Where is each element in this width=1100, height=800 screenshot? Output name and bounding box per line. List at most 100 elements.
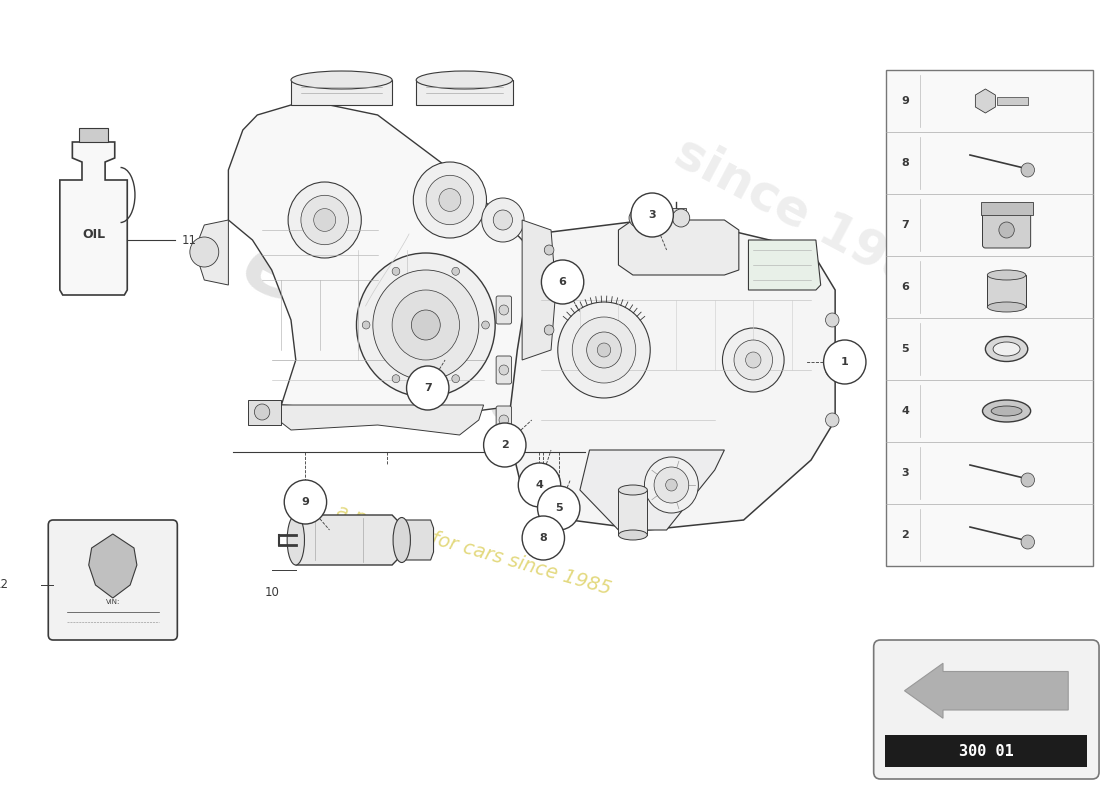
Circle shape xyxy=(1021,535,1034,549)
Circle shape xyxy=(734,340,772,380)
Ellipse shape xyxy=(618,530,647,540)
Text: 3: 3 xyxy=(648,210,656,220)
Text: 6: 6 xyxy=(902,282,910,292)
FancyBboxPatch shape xyxy=(982,212,1031,248)
Polygon shape xyxy=(976,89,996,113)
Circle shape xyxy=(544,285,554,295)
Polygon shape xyxy=(618,220,739,275)
Circle shape xyxy=(356,253,495,397)
Circle shape xyxy=(499,415,508,425)
Circle shape xyxy=(482,321,490,329)
Bar xyxy=(887,70,1093,566)
Ellipse shape xyxy=(991,406,1022,416)
Circle shape xyxy=(493,210,513,230)
Text: 9: 9 xyxy=(902,96,910,106)
Text: 1: 1 xyxy=(840,357,848,367)
Text: 12: 12 xyxy=(0,578,9,591)
Polygon shape xyxy=(580,450,725,530)
Text: since 1985: since 1985 xyxy=(667,128,956,312)
Text: 3: 3 xyxy=(902,468,910,478)
Circle shape xyxy=(439,189,461,211)
Ellipse shape xyxy=(416,71,513,89)
Ellipse shape xyxy=(393,518,410,562)
Circle shape xyxy=(572,317,636,383)
Circle shape xyxy=(631,193,673,237)
Circle shape xyxy=(538,486,580,530)
Circle shape xyxy=(999,222,1014,238)
Text: 8: 8 xyxy=(539,533,547,543)
Polygon shape xyxy=(229,105,551,415)
Bar xyxy=(79,128,108,142)
Circle shape xyxy=(284,480,327,524)
Text: 1: 1 xyxy=(848,343,855,357)
Circle shape xyxy=(825,413,839,427)
Text: 5: 5 xyxy=(554,503,562,513)
Text: 300 01: 300 01 xyxy=(959,743,1014,758)
Text: VIN:: VIN: xyxy=(106,599,120,605)
Polygon shape xyxy=(89,534,136,598)
Circle shape xyxy=(544,325,554,335)
Circle shape xyxy=(314,209,336,231)
Circle shape xyxy=(541,260,584,304)
Bar xyxy=(667,208,686,220)
Circle shape xyxy=(666,479,678,491)
Circle shape xyxy=(746,352,761,368)
Circle shape xyxy=(544,245,554,255)
Bar xyxy=(997,97,1027,105)
Circle shape xyxy=(301,195,349,245)
Circle shape xyxy=(482,198,524,242)
Circle shape xyxy=(629,209,647,227)
Ellipse shape xyxy=(287,515,305,565)
Circle shape xyxy=(288,182,361,258)
Bar xyxy=(618,490,647,535)
Polygon shape xyxy=(508,220,835,530)
Text: 8: 8 xyxy=(902,158,910,168)
Circle shape xyxy=(452,374,460,382)
Text: 4: 4 xyxy=(536,480,543,490)
Polygon shape xyxy=(292,80,392,105)
Circle shape xyxy=(522,516,564,560)
Bar xyxy=(980,202,1033,215)
Circle shape xyxy=(723,328,784,392)
Text: 7: 7 xyxy=(902,220,910,230)
Text: a passion for cars since 1985: a passion for cars since 1985 xyxy=(334,502,614,598)
Ellipse shape xyxy=(988,270,1026,280)
Text: 4: 4 xyxy=(902,406,910,416)
Polygon shape xyxy=(296,515,402,565)
Text: 11: 11 xyxy=(183,234,197,246)
Text: 7: 7 xyxy=(424,383,431,393)
Circle shape xyxy=(518,463,561,507)
Ellipse shape xyxy=(993,342,1020,356)
Text: OIL: OIL xyxy=(82,229,106,242)
Circle shape xyxy=(645,457,698,513)
Polygon shape xyxy=(248,400,282,425)
Circle shape xyxy=(426,175,474,225)
Ellipse shape xyxy=(988,302,1026,312)
Ellipse shape xyxy=(982,400,1031,422)
Text: 9: 9 xyxy=(301,497,309,507)
Circle shape xyxy=(392,267,399,275)
Polygon shape xyxy=(748,240,821,290)
Polygon shape xyxy=(272,405,484,435)
Circle shape xyxy=(825,313,839,327)
Polygon shape xyxy=(522,220,556,360)
Circle shape xyxy=(362,321,370,329)
Circle shape xyxy=(499,365,508,375)
Polygon shape xyxy=(59,142,128,295)
Circle shape xyxy=(824,340,866,384)
Circle shape xyxy=(254,404,270,420)
Bar xyxy=(886,735,1088,767)
Polygon shape xyxy=(195,220,229,285)
Circle shape xyxy=(672,209,690,227)
Circle shape xyxy=(558,302,650,398)
FancyBboxPatch shape xyxy=(496,406,512,434)
Circle shape xyxy=(411,310,440,340)
FancyBboxPatch shape xyxy=(496,356,512,384)
Circle shape xyxy=(452,267,460,275)
Text: 2: 2 xyxy=(902,530,910,540)
Polygon shape xyxy=(416,80,513,105)
Polygon shape xyxy=(402,520,433,560)
Text: europar.es: europar.es xyxy=(228,222,720,538)
Circle shape xyxy=(414,162,486,238)
Text: 2: 2 xyxy=(500,440,508,450)
